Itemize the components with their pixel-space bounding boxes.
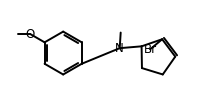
Text: N: N <box>115 42 124 55</box>
Text: Br: Br <box>144 43 157 56</box>
Text: O: O <box>26 28 35 41</box>
